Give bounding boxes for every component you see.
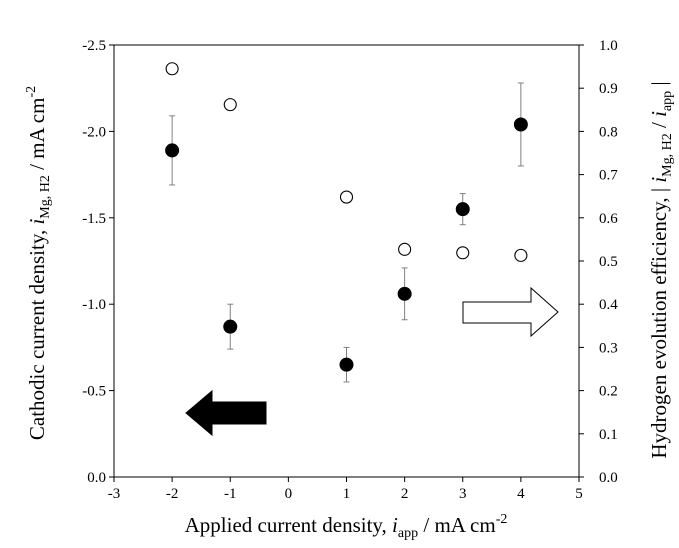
right-tick-label: 0.0 (599, 470, 618, 486)
x-tick-label: 4 (517, 486, 525, 502)
right-tick-label: 0.7 (599, 168, 618, 184)
right-axis-title: Hydrogen evolution efficiency, | iMg, H2… (647, 81, 675, 458)
x-tick-label: 5 (575, 486, 583, 502)
right-tick-label: 0.3 (599, 340, 618, 356)
x-tick-label: -2 (166, 486, 179, 502)
x-tick-label: 0 (285, 486, 293, 502)
x-tick-label: -3 (108, 486, 121, 502)
x-tick-label: 3 (459, 486, 467, 502)
x-tick-label: 2 (401, 486, 409, 502)
left-axis-title: Cathodic current density, iMg, H2 / mA c… (24, 86, 53, 440)
right-tick-label: 0.6 (599, 211, 618, 227)
x-tick-label: 1 (343, 486, 351, 502)
right-tick-label: 0.2 (599, 384, 618, 400)
right-tick-label: 0.5 (599, 254, 618, 270)
plot-frame (113, 44, 580, 478)
right-tick-label: 0.8 (599, 124, 618, 140)
data-points (165, 62, 528, 372)
efficiency-point (339, 190, 354, 204)
efficiency-point (398, 242, 412, 256)
error-bars (169, 82, 524, 383)
left-tick-label: 0.0 (87, 470, 106, 486)
current-density-point (339, 357, 354, 372)
right-axis-arrow (462, 286, 559, 338)
left-tick-label: -2.0 (82, 124, 106, 140)
right-tick-label: 0.1 (599, 427, 618, 443)
x-axis-title: Applied current density, iapp / mA cm-2 (185, 512, 508, 541)
right-axis-ticks: 0.0 0.1 0.2 0.3 0.4 0.5 0.6 0.7 0.8 0.9 1.0 (579, 38, 618, 486)
efficiency-point (223, 98, 237, 112)
efficiency-point (456, 246, 470, 260)
x-axis-ticks: -3 -2 -1 0 1 2 3 4 5 (108, 477, 583, 502)
current-density-point (455, 202, 470, 217)
current-density-point (397, 286, 412, 301)
current-density-point (513, 117, 528, 132)
right-tick-label: 0.9 (599, 81, 618, 97)
left-axis-ticks: 0.0 -0.5 -1.0 -1.5 -2.0 -2.5 (82, 38, 114, 486)
left-axis-arrow (185, 389, 267, 437)
left-tick-label: -1.0 (82, 297, 106, 313)
current-density-point (165, 143, 180, 158)
efficiency-point (514, 248, 528, 262)
right-tick-label: 1.0 (599, 38, 618, 54)
left-tick-label: -2.5 (82, 38, 106, 54)
efficiency-point (165, 62, 179, 76)
left-tick-label: -0.5 (82, 384, 106, 400)
x-tick-label: -1 (224, 486, 237, 502)
left-tick-label: -1.5 (82, 211, 106, 227)
current-density-point (223, 319, 238, 334)
right-tick-label: 0.4 (599, 297, 618, 313)
